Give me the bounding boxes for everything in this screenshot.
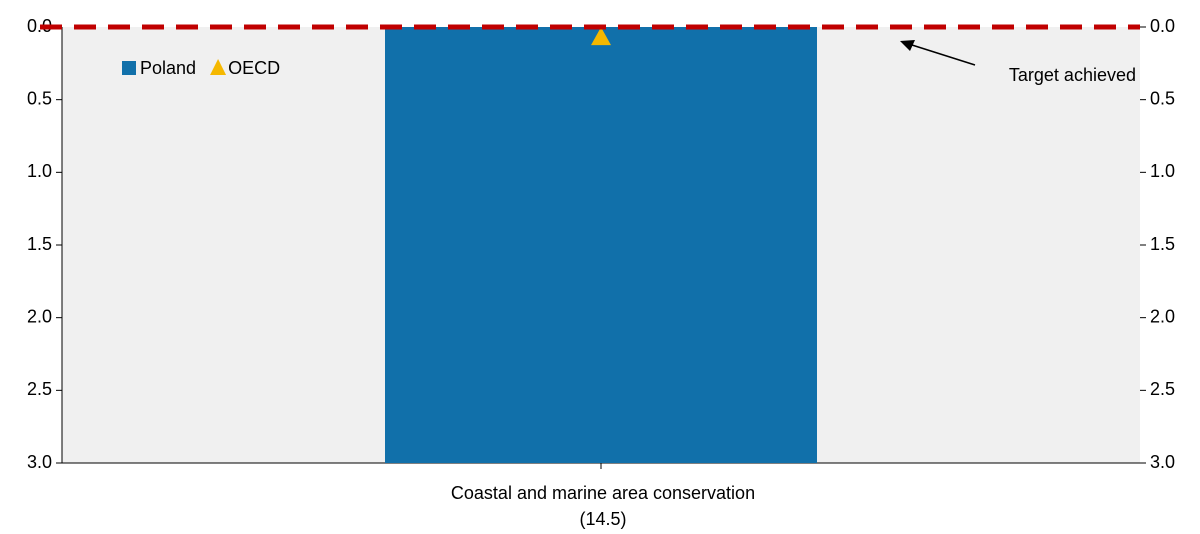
y-tick-label: 2.0 — [27, 306, 52, 326]
bar — [385, 27, 817, 463]
annotation-arrow — [911, 44, 976, 66]
legend-swatch — [210, 59, 227, 75]
y2-tick-label: 1.0 — [1150, 161, 1175, 181]
y2-tick-label: 2.0 — [1150, 306, 1175, 326]
y-tick-label: 0.5 — [27, 88, 52, 108]
y-tick-label: 3.0 — [27, 452, 52, 472]
legend-label: Poland — [140, 58, 196, 78]
legend-label: OECD — [228, 58, 280, 78]
arrow-head — [900, 40, 915, 51]
y2-tick-label: 2.5 — [1150, 379, 1175, 399]
y2-tick-label: 0.5 — [1150, 88, 1175, 108]
annotation: Target achieved — [1009, 65, 1136, 85]
legend-swatch — [122, 61, 136, 75]
y-tick-label: 1.5 — [27, 234, 52, 254]
y2-tick-label: 0.0 — [1150, 16, 1175, 36]
y2-tick-label: 1.5 — [1150, 234, 1175, 254]
y-tick-label: 1.0 — [27, 161, 52, 181]
y2-tick-label: 3.0 — [1150, 452, 1175, 472]
x-tick-label: Coastal and marine area conservation (14… — [450, 483, 756, 529]
y-tick-label: 2.5 — [27, 379, 52, 399]
triangle-marker — [591, 27, 611, 46]
y-tick-label: 0.0 — [27, 16, 52, 36]
